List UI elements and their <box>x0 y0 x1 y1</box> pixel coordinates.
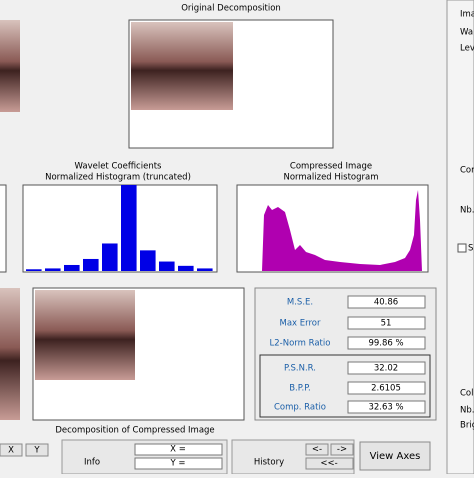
stat-label: B.P.P. <box>289 384 311 394</box>
stats-group <box>259 354 431 418</box>
stat-field <box>347 361 426 375</box>
bar <box>121 185 137 271</box>
label: Y = <box>169 459 185 469</box>
title: Compressed Image <box>290 162 372 172</box>
button-label[interactable]: -> <box>337 445 347 455</box>
image <box>35 290 135 380</box>
label: Brig <box>460 421 474 431</box>
image <box>131 22 233 110</box>
bar <box>178 265 194 271</box>
subtitle: Normalized Histogram <box>284 173 379 183</box>
title: Original Decomposition <box>181 4 281 14</box>
label: S <box>468 244 473 254</box>
button-label[interactable]: <- <box>312 445 322 455</box>
image <box>0 20 20 112</box>
stat-value: 99.86 % <box>368 339 403 349</box>
button-label[interactable]: X <box>8 446 14 456</box>
bar <box>64 264 80 271</box>
title: Wavelet Coefficients <box>75 162 163 172</box>
label: Ima <box>460 10 474 20</box>
button[interactable] <box>305 443 329 456</box>
bar <box>140 250 156 271</box>
button-label[interactable]: <<- <box>320 459 337 469</box>
stat-field <box>347 295 426 309</box>
subtitle: Normalized Histogram (truncated) <box>45 173 191 183</box>
bar <box>45 268 61 271</box>
stat-field <box>347 316 426 330</box>
stat-field <box>347 400 426 414</box>
checkbox[interactable] <box>457 243 467 253</box>
side-panel <box>446 0 474 475</box>
label: Nb. <box>460 406 474 416</box>
stat-value: 51 <box>381 319 392 329</box>
stats-panel <box>254 287 437 421</box>
bar <box>102 243 118 271</box>
field <box>134 457 223 470</box>
button-label[interactable]: Y <box>33 446 40 456</box>
stat-label: M.S.E. <box>287 298 313 308</box>
image <box>0 288 20 420</box>
stat-label: Max Error <box>280 319 321 329</box>
button[interactable] <box>305 457 354 470</box>
histogram-area <box>262 190 422 271</box>
bar <box>26 269 42 271</box>
button[interactable] <box>359 441 431 471</box>
label: Com <box>460 166 474 176</box>
label: Col <box>460 389 474 399</box>
label: X = <box>170 445 186 455</box>
stat-value: 40.86 <box>374 298 398 308</box>
stat-value: 32.63 % <box>368 403 403 413</box>
frame <box>0 184 7 273</box>
label: Wa <box>460 28 473 38</box>
bar <box>159 261 175 271</box>
title: Decomposition of Compressed Image <box>55 426 214 436</box>
stat-value: 2.6105 <box>371 384 401 394</box>
stat-field <box>347 381 426 395</box>
bar <box>197 268 213 271</box>
bar <box>83 258 99 271</box>
label: History <box>254 458 284 468</box>
button[interactable] <box>25 443 49 457</box>
field <box>134 443 223 456</box>
label: Nb. <box>460 206 474 216</box>
stat-label: L2-Norm Ratio <box>270 339 331 349</box>
button[interactable] <box>330 443 354 456</box>
stat-field <box>347 336 426 350</box>
label: Info <box>84 458 100 468</box>
histogram-frame <box>22 184 218 273</box>
label: Lev <box>460 44 474 54</box>
stat-value: 32.02 <box>374 364 398 374</box>
button[interactable] <box>0 443 23 457</box>
stat-label: P.S.N.R. <box>284 364 316 374</box>
button-label[interactable]: View Axes <box>370 451 421 462</box>
stat-label: Comp. Ratio <box>274 403 326 413</box>
